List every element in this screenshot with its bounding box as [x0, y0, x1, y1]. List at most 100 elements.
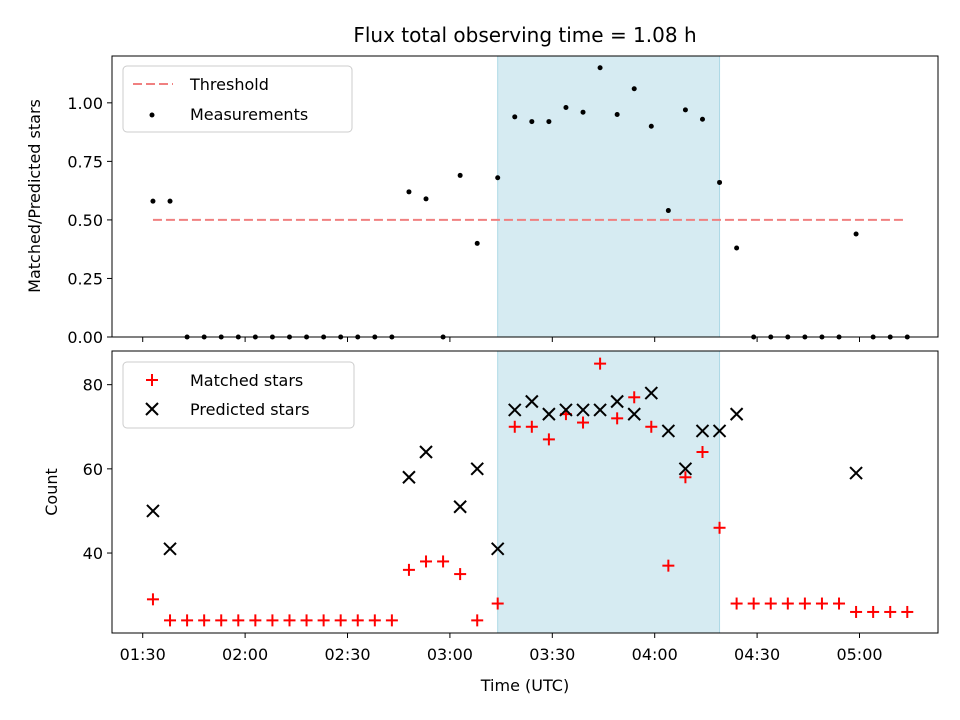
matched-point	[385, 614, 398, 627]
y-axis-label-bottom: Count	[42, 468, 61, 516]
y-tick-label: 80	[83, 376, 103, 395]
predicted-point	[849, 466, 863, 480]
matched-point	[249, 614, 262, 627]
predicted-point	[508, 403, 522, 417]
data-point	[665, 208, 671, 214]
flux-ratio-panel: Flux total observing time = 1.08 h 0.000…	[25, 23, 939, 347]
predicted-point	[576, 403, 590, 417]
predicted-point	[402, 470, 416, 484]
matched-point	[508, 420, 521, 433]
x-axis-label: Time (UTC)	[480, 676, 569, 695]
matched-point	[867, 605, 880, 618]
predicted-point	[695, 424, 710, 438]
x-axis-ticks-top	[142, 337, 860, 342]
plot-frame-bottom	[111, 350, 939, 634]
matched-point	[164, 614, 177, 627]
star-count-points	[146, 357, 914, 627]
data-point	[682, 107, 688, 113]
matched-point	[351, 614, 364, 627]
data-point	[614, 112, 620, 118]
predicted-point	[163, 542, 177, 556]
data-point	[580, 109, 586, 115]
x-tick-label: 02:30	[324, 645, 370, 664]
legend-matched-swatch	[146, 374, 158, 386]
legend-measurements-label: Measurements	[190, 105, 308, 124]
observing-window-shade	[497, 55, 721, 338]
data-point	[734, 245, 740, 251]
data-point	[457, 172, 463, 178]
y-tick-label: 0.75	[67, 152, 103, 171]
legend-matched-label: Matched stars	[190, 371, 303, 390]
matched-point	[696, 446, 709, 459]
predicted-point	[146, 504, 160, 518]
matched-point	[628, 391, 641, 404]
data-point	[853, 231, 859, 237]
matched-point	[884, 605, 897, 618]
matched-point	[334, 614, 347, 627]
x-tick-label: 02:00	[222, 645, 268, 664]
legend-threshold-label: Threshold	[189, 75, 269, 94]
legend-box	[122, 65, 353, 133]
x-tick-label: 01:30	[120, 645, 166, 664]
matched-point	[798, 597, 811, 610]
data-point	[167, 198, 173, 204]
x-tick-label: 05:00	[836, 645, 882, 664]
matched-point	[454, 568, 467, 581]
data-point	[717, 179, 723, 185]
legend-top: Threshold Measurements	[122, 65, 353, 133]
predicted-point	[559, 403, 573, 417]
matched-point	[471, 614, 484, 627]
data-point	[631, 86, 637, 92]
predicted-point	[627, 407, 641, 421]
x-tick-label: 04:00	[632, 645, 678, 664]
predicted-point	[490, 542, 505, 556]
matched-point	[850, 605, 863, 618]
chart-title: Flux total observing time = 1.08 h	[353, 23, 696, 47]
observing-window-shade	[497, 350, 721, 634]
data-point	[150, 198, 156, 204]
data-point	[563, 105, 569, 111]
data-point	[546, 119, 552, 125]
predicted-point	[729, 407, 744, 421]
data-point	[423, 196, 429, 202]
matched-point	[577, 416, 590, 429]
y-axis-label-top: Matched/Predicted stars	[25, 99, 44, 293]
matched-point	[525, 420, 538, 433]
matched-point	[420, 555, 433, 568]
matched-point	[662, 559, 675, 572]
predicted-point	[593, 403, 607, 417]
y-axis-ticks-top: 0.00 0.25 0.50 0.75 1.00	[67, 94, 112, 347]
matched-point	[730, 597, 743, 610]
matched-point	[645, 420, 658, 433]
data-point	[529, 119, 535, 125]
matched-point	[198, 614, 211, 627]
legend-box	[122, 361, 355, 429]
plot-frame-top	[111, 55, 939, 338]
x-tick-label: 03:00	[427, 645, 473, 664]
legend-predicted-swatch	[145, 402, 159, 416]
matched-point	[542, 433, 555, 446]
predicted-point	[419, 445, 433, 459]
data-point	[406, 189, 412, 195]
x-tick-label: 03:30	[529, 645, 575, 664]
y-tick-label: 60	[83, 460, 103, 479]
matched-point	[402, 563, 415, 576]
y-tick-label: 0.25	[67, 269, 103, 288]
data-point	[495, 175, 501, 181]
matched-point	[594, 357, 607, 370]
data-point	[648, 123, 654, 129]
matched-point	[611, 412, 624, 425]
matched-point	[491, 597, 504, 610]
matched-point	[146, 593, 159, 606]
data-point	[512, 114, 518, 120]
predicted-point	[542, 407, 556, 421]
star-count-panel: 40 60 80 01:30 02:00 02:30 03:00 03:30 04:00 04:…	[42, 350, 939, 695]
predicted-point	[678, 462, 693, 476]
matched-point	[747, 597, 760, 610]
matched-point	[679, 471, 692, 484]
predicted-point	[661, 424, 676, 438]
matched-point	[815, 597, 828, 610]
matched-point	[833, 597, 846, 610]
predicted-point	[610, 394, 624, 409]
